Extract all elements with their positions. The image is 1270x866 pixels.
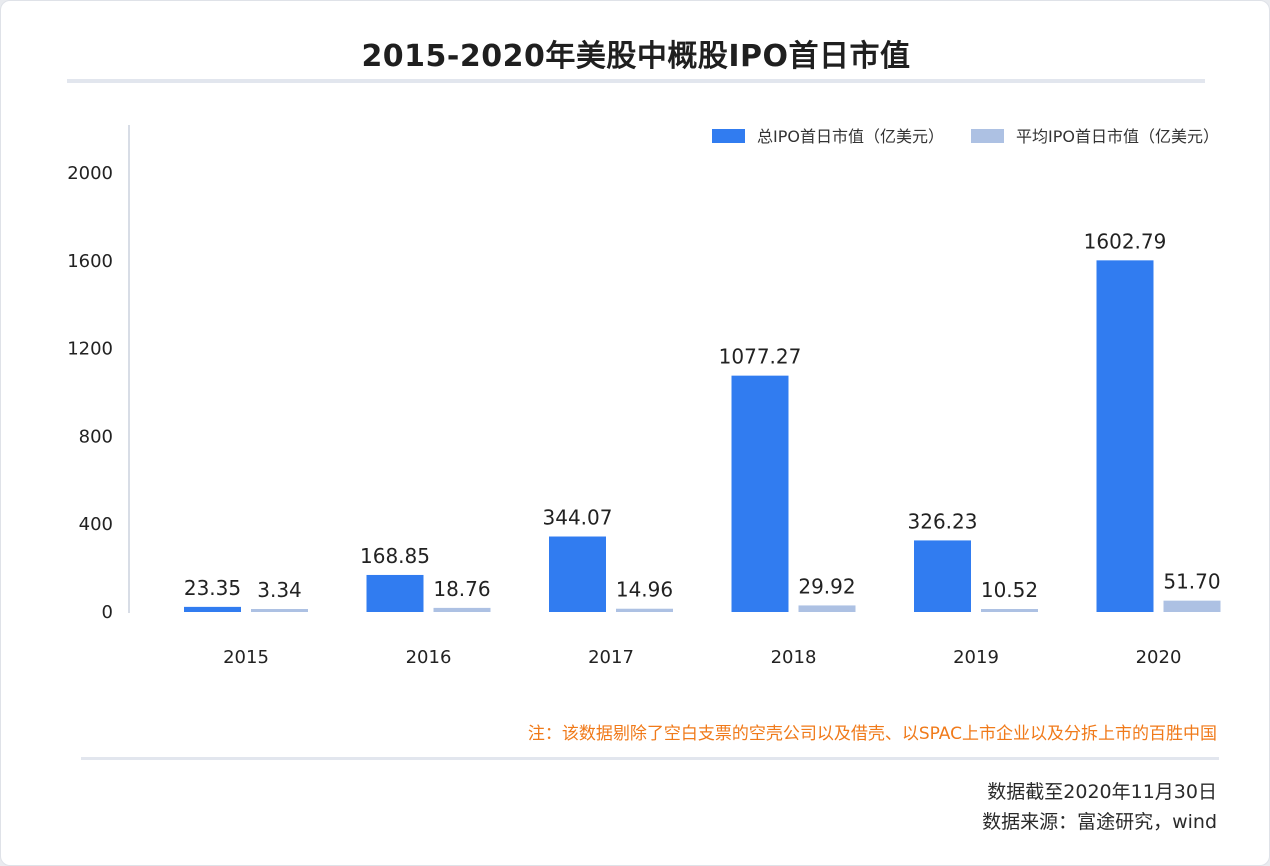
legend-swatch-average bbox=[971, 129, 1004, 143]
bar-average bbox=[433, 607, 491, 612]
y-tick-label: 2000 bbox=[67, 163, 113, 184]
y-tick-label: 1200 bbox=[67, 339, 113, 360]
bar-average bbox=[1163, 600, 1221, 612]
y-tick-label: 800 bbox=[79, 426, 113, 447]
bar-total bbox=[366, 574, 424, 612]
data-label-average: 10.52 bbox=[981, 578, 1038, 602]
data-label-average: 29.92 bbox=[798, 574, 855, 598]
x-tick-label: 2017 bbox=[588, 647, 634, 668]
title-divider bbox=[67, 79, 1205, 83]
bar-total bbox=[184, 606, 241, 612]
data-label-average: 3.34 bbox=[257, 578, 302, 602]
data-label-total: 1602.79 bbox=[1084, 229, 1167, 253]
data-label-total: 344.07 bbox=[543, 506, 613, 530]
data-label-total: 168.85 bbox=[360, 544, 430, 568]
bar-average bbox=[981, 609, 1038, 612]
data-label-total: 1077.27 bbox=[719, 345, 802, 369]
x-tick-label: 2016 bbox=[406, 647, 452, 668]
bar-chart: 0 400 800 1200 1600 2000 23.35 3.34 2015 168.8518… bbox=[67, 125, 1221, 668]
y-tick-label: 1600 bbox=[67, 251, 113, 272]
footer-divider bbox=[81, 757, 1219, 760]
bar-average bbox=[616, 608, 673, 612]
legend-swatch-total bbox=[712, 129, 745, 143]
x-tick-label: 2015 bbox=[223, 647, 269, 668]
y-tick-label: 0 bbox=[102, 602, 113, 623]
bar-total bbox=[731, 375, 789, 612]
data-source: 数据来源：富途研究，wind bbox=[982, 811, 1217, 833]
legend-label-average: 平均IPO首日市值（亿美元） bbox=[1016, 127, 1219, 146]
x-tick-label: 2018 bbox=[771, 647, 817, 668]
data-label-average: 18.76 bbox=[433, 577, 490, 601]
chart-title: 2015-2020年美股中概股IPO首日市值 bbox=[361, 39, 911, 74]
legend-label-total: 总IPO首日市值（亿美元） bbox=[757, 127, 944, 146]
x-tick-label: 2019 bbox=[953, 647, 999, 668]
data-label-total: 326.23 bbox=[908, 509, 978, 533]
y-tick-label: 400 bbox=[79, 514, 113, 535]
bar-average bbox=[798, 605, 856, 612]
data-label-average: 51.70 bbox=[1163, 570, 1220, 594]
bar-total bbox=[914, 540, 971, 612]
data-label-total: 23.35 bbox=[184, 576, 241, 600]
bar-total bbox=[1096, 260, 1154, 612]
data-date: 数据截至2020年11月30日 bbox=[987, 781, 1217, 803]
data-label-average: 14.96 bbox=[616, 578, 673, 602]
bar-average bbox=[251, 609, 308, 612]
x-tick-label: 2020 bbox=[1136, 647, 1182, 668]
bar-total bbox=[549, 536, 606, 612]
footnote: 注：该数据剔除了空白支票的空壳公司以及借壳、以SPAC上市企业以及分拆上市的百胜… bbox=[527, 724, 1217, 744]
